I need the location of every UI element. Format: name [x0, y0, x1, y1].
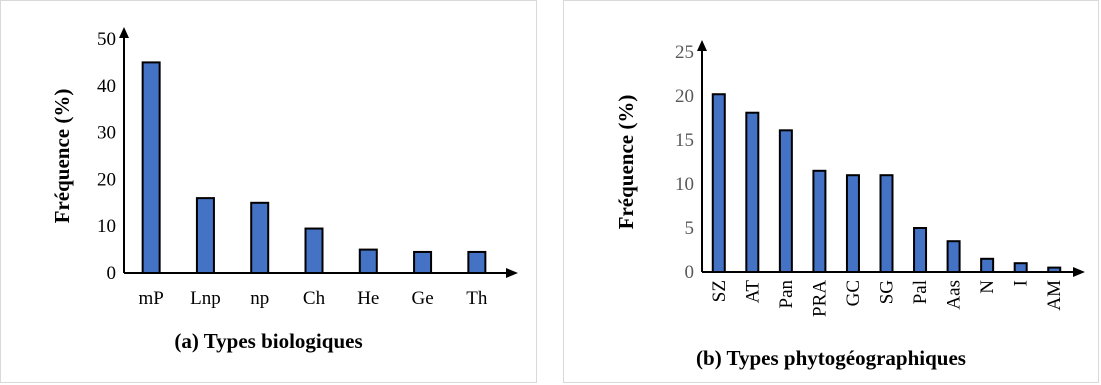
- x-category-label: Th: [466, 288, 488, 309]
- y-tick-label: 30: [97, 123, 116, 144]
- bar: [195, 197, 215, 274]
- x-category-label: Ge: [411, 288, 433, 309]
- x-category-label: Lnp: [190, 288, 221, 309]
- x-category-label: SZ: [709, 280, 730, 302]
- x-category-label: AT: [742, 280, 763, 304]
- y-tick-label: 10: [675, 174, 694, 195]
- bar: [745, 111, 760, 273]
- chart-svg-phytogeographic-types: 0 5 10 15 20 25 SZ AT Pan PRA GC SG Pal Aas N I AM Fréque…: [614, 40, 1085, 317]
- chart-svg-biological-types: 0 10 20 30 40 50 mP Lnp np Ch He Ge Th Fréquence (%): [50, 27, 518, 309]
- y-tick-label: 20: [675, 86, 694, 107]
- x-category-label: PRA: [809, 280, 830, 317]
- y-axis-arrow: [119, 27, 129, 38]
- y-tick-label: 10: [97, 216, 116, 237]
- x-category-label: GC: [843, 280, 864, 306]
- bar: [141, 61, 161, 275]
- y-tick-label: 0: [685, 262, 695, 283]
- bar: [304, 227, 324, 274]
- bar: [467, 250, 487, 275]
- bar: [980, 257, 995, 273]
- x-category-label: Pan: [776, 280, 797, 309]
- y-tick-label: 5: [685, 218, 695, 239]
- x-category-label: Pal: [910, 280, 931, 304]
- x-category-label: SG: [877, 280, 898, 305]
- bar: [778, 129, 793, 273]
- y-tick-label: 25: [675, 42, 694, 63]
- bar: [946, 240, 961, 273]
- x-category-label: I: [1011, 280, 1032, 286]
- y-tick-label: 0: [107, 263, 117, 284]
- chart-panel-phytogeographic-types: 0 5 10 15 20 25 SZ AT Pan PRA GC SG Pal Aas N I AM Fréque…: [563, 0, 1099, 383]
- bar: [1013, 262, 1028, 274]
- x-category-label: Aas: [944, 280, 965, 310]
- y-tick-label: 20: [97, 169, 116, 190]
- x-axis-arrow: [1073, 267, 1085, 277]
- x-category-label: Ch: [303, 288, 326, 309]
- chart-caption: (a) Types biologiques: [174, 329, 363, 353]
- y-tick-label: 50: [97, 29, 116, 50]
- y-tick-label: 40: [97, 76, 116, 97]
- bar: [711, 93, 726, 273]
- x-category-label: N: [977, 280, 998, 294]
- x-category-label: np: [250, 288, 269, 309]
- bar: [879, 174, 894, 273]
- bar: [413, 250, 433, 275]
- bar: [358, 248, 378, 275]
- chart-caption: (b) Types phytogéographiques: [696, 346, 966, 370]
- chart-panel-biological-types: 0 10 20 30 40 50 mP Lnp np Ch He Ge Th Fréquence (%) …: [0, 0, 537, 383]
- y-axis-title: Fréquence (%): [614, 95, 638, 230]
- x-axis-arrow: [506, 268, 518, 278]
- y-axis-title: Fréquence (%): [50, 89, 74, 224]
- x-category-label: AM: [1044, 280, 1065, 311]
- bar: [812, 169, 827, 273]
- x-category-label: He: [357, 288, 379, 309]
- bar: [250, 201, 270, 274]
- y-axis-arrow: [697, 40, 707, 51]
- bar: [845, 174, 860, 273]
- y-tick-label: 15: [675, 130, 694, 151]
- bar: [913, 227, 928, 273]
- x-category-label: mP: [138, 288, 163, 309]
